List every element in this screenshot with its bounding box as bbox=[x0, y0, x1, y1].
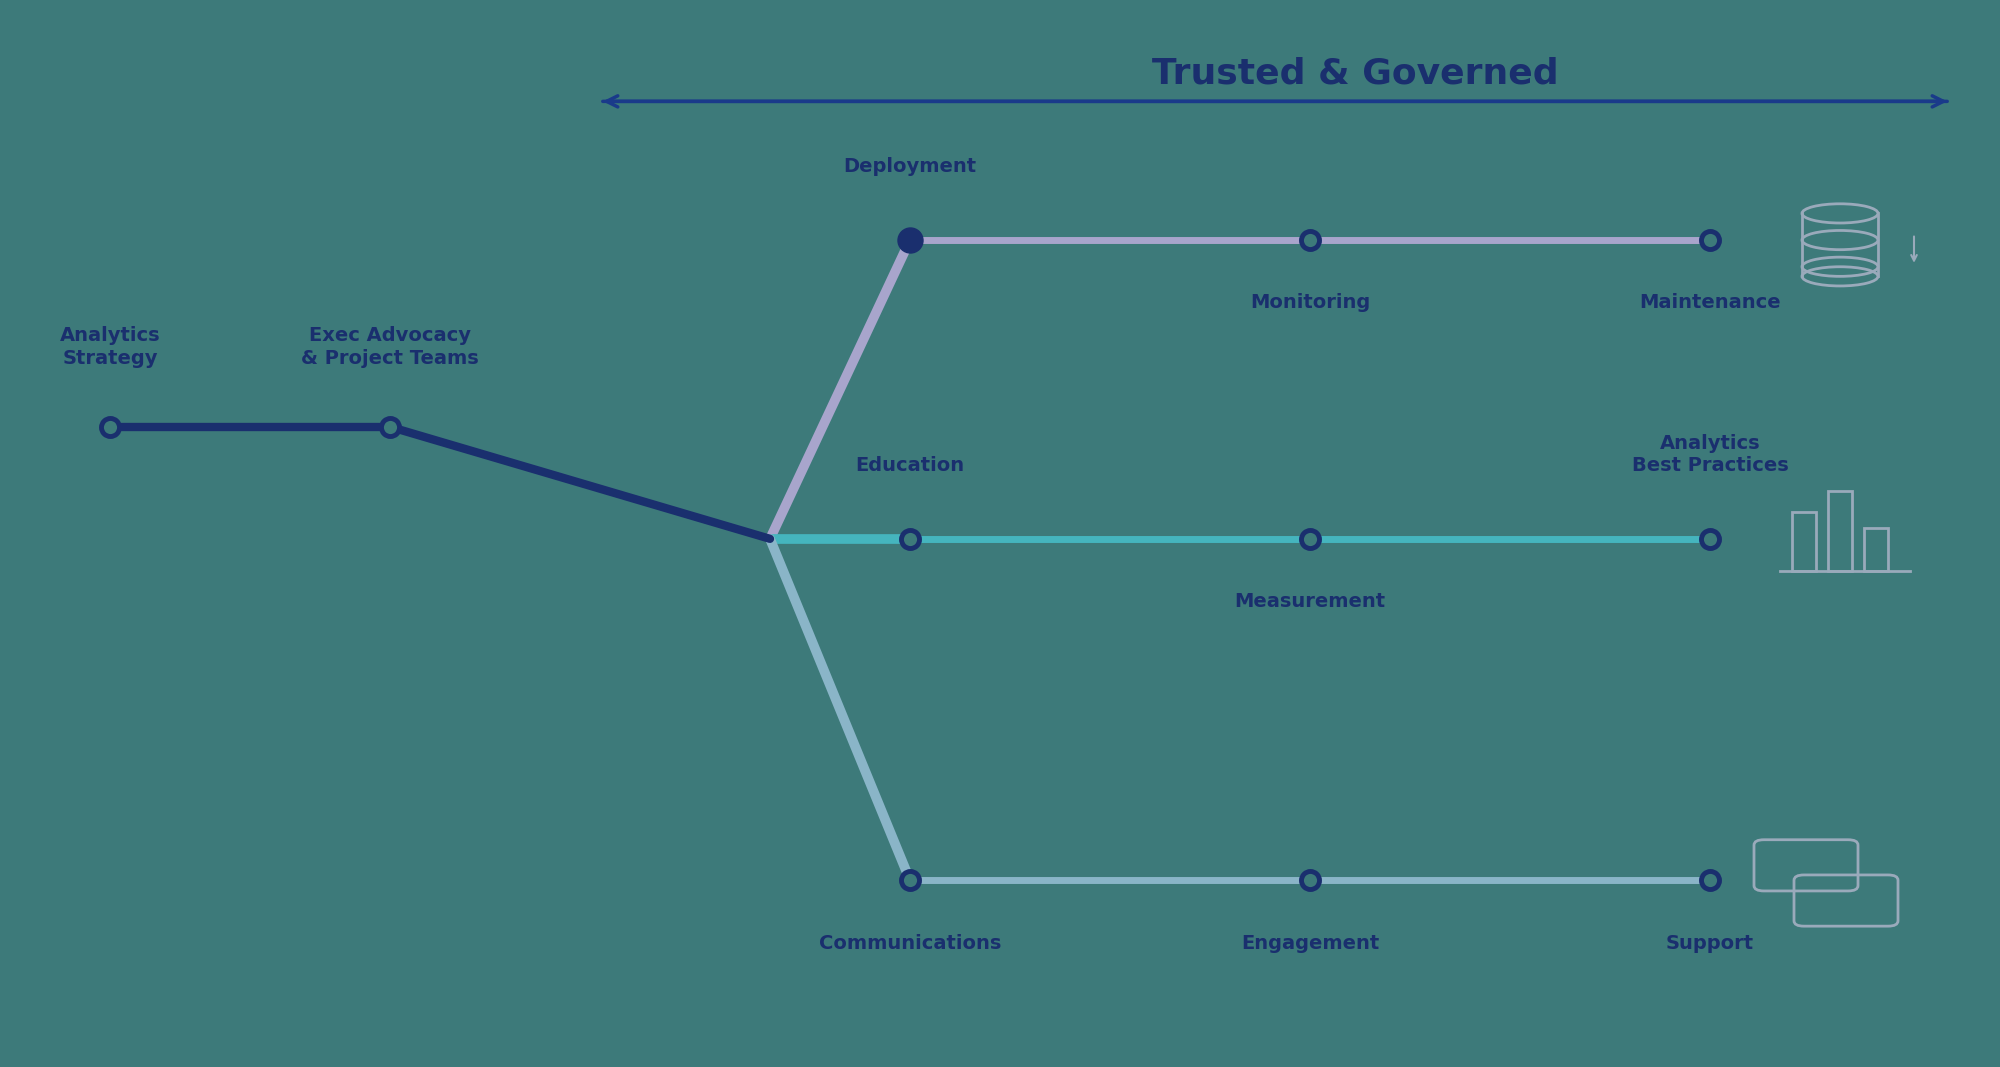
Text: Measurement: Measurement bbox=[1234, 592, 1386, 611]
Text: Analytics
Best Practices: Analytics Best Practices bbox=[1632, 434, 1788, 475]
Text: Maintenance: Maintenance bbox=[1640, 293, 1780, 313]
Text: Analytics
Strategy: Analytics Strategy bbox=[60, 325, 160, 368]
Text: Monitoring: Monitoring bbox=[1250, 293, 1370, 313]
Text: Engagement: Engagement bbox=[1240, 934, 1380, 953]
Text: Trusted & Governed: Trusted & Governed bbox=[1152, 57, 1558, 91]
Text: Communications: Communications bbox=[818, 934, 1002, 953]
Text: Exec Advocacy
& Project Teams: Exec Advocacy & Project Teams bbox=[302, 325, 478, 368]
Text: Support: Support bbox=[1666, 934, 1754, 953]
Bar bbox=[1828, 491, 1852, 571]
Text: Deployment: Deployment bbox=[844, 157, 976, 176]
Bar bbox=[1864, 528, 1888, 571]
Bar bbox=[1792, 512, 1816, 571]
Text: Education: Education bbox=[856, 456, 964, 475]
